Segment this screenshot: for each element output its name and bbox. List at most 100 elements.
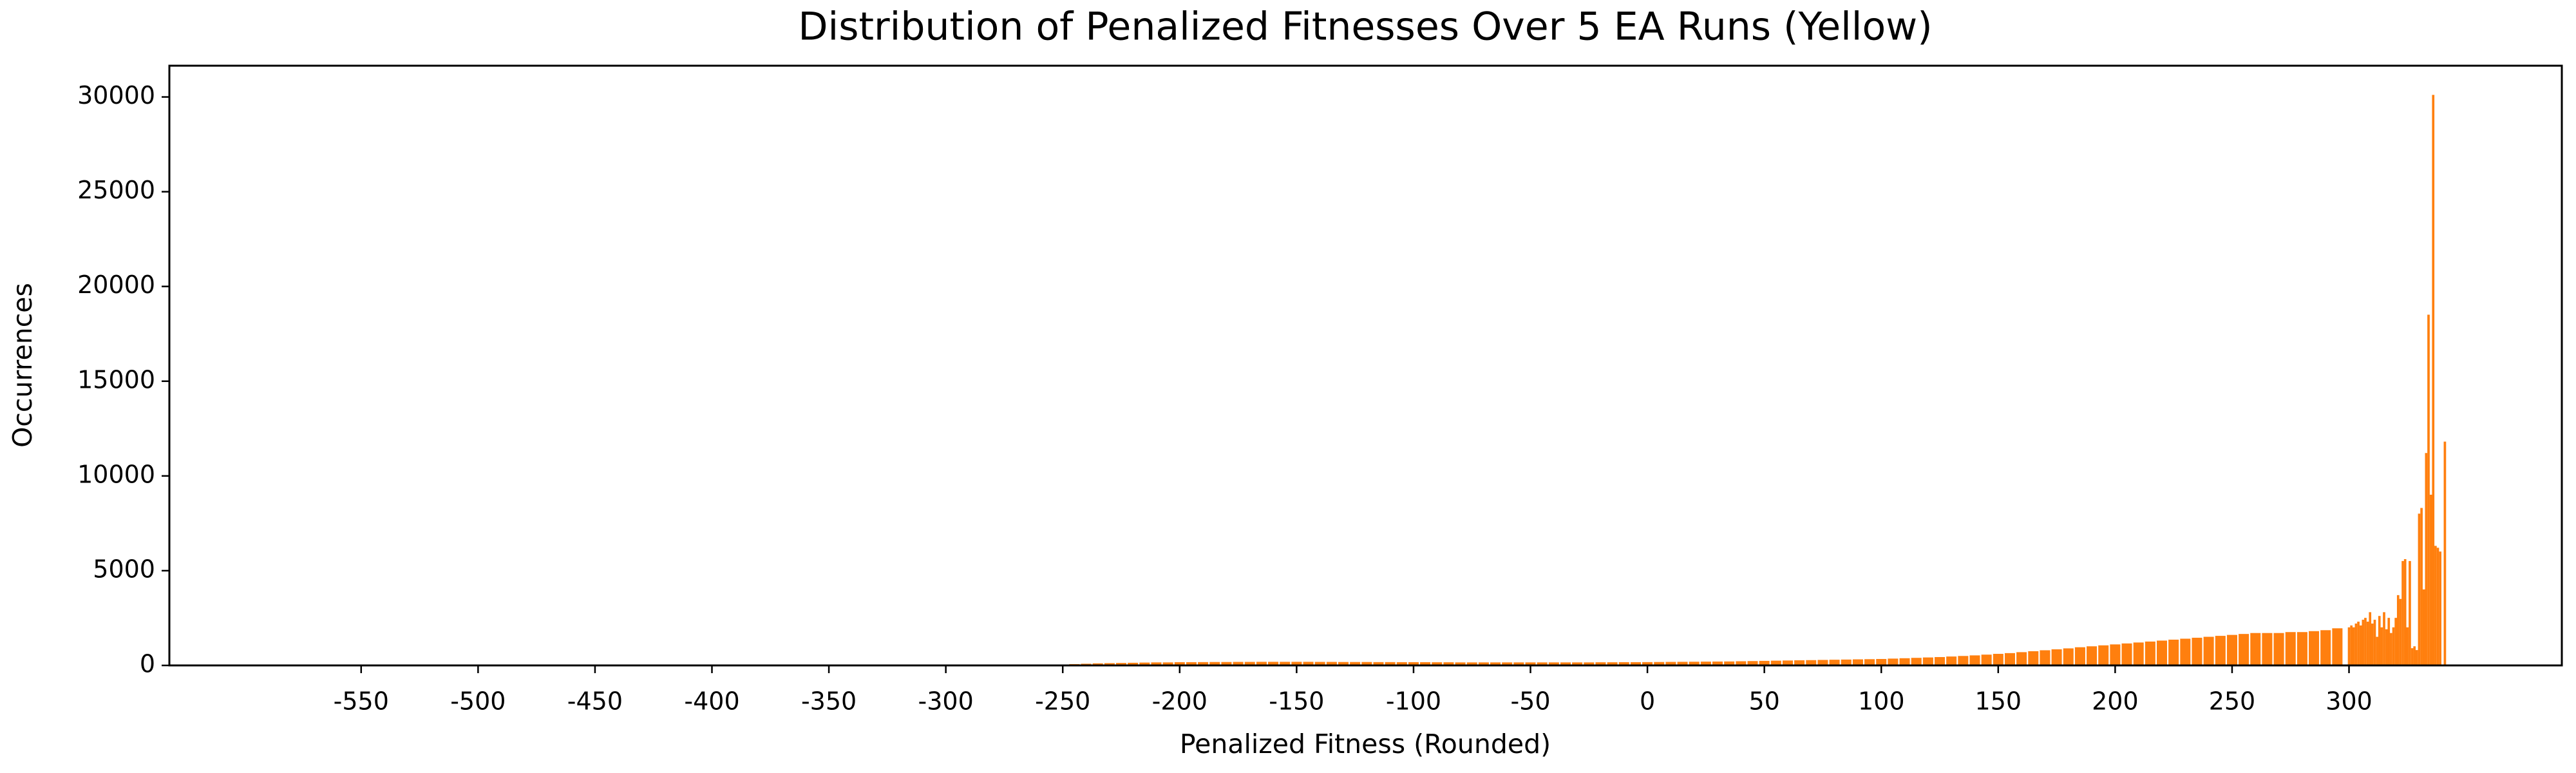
bar xyxy=(2390,633,2392,666)
bar xyxy=(2392,627,2395,666)
x-tick-label: -250 xyxy=(1035,687,1090,716)
bar xyxy=(2285,632,2296,666)
y-tick-label: 10000 xyxy=(77,460,155,488)
bar xyxy=(2396,595,2400,666)
x-tick-label: -450 xyxy=(567,687,623,716)
bar xyxy=(2354,623,2358,666)
bar xyxy=(2403,558,2407,666)
bar xyxy=(2004,653,2015,666)
plot-frame xyxy=(168,64,2563,667)
bar xyxy=(2215,636,2226,666)
bar xyxy=(2416,650,2418,666)
x-axis-label: Penalized Fitness (Rounded) xyxy=(1180,729,1551,759)
bar xyxy=(2409,560,2411,666)
bar xyxy=(2051,649,2062,666)
bars xyxy=(1057,95,2447,666)
y-tick-label: 30000 xyxy=(77,81,155,110)
chart-title: Distribution of Penalized Fitnesses Over… xyxy=(798,5,1932,50)
bar xyxy=(2432,95,2435,666)
bar xyxy=(2401,560,2404,666)
bar xyxy=(2028,651,2039,666)
x-tick-label: -100 xyxy=(1386,687,1441,716)
x-tick-label: -400 xyxy=(684,687,739,716)
bar xyxy=(2180,638,2191,666)
bar xyxy=(2443,441,2447,666)
bar xyxy=(2418,513,2421,666)
bar xyxy=(2385,629,2388,666)
bar xyxy=(2347,627,2351,666)
bar xyxy=(2074,647,2085,666)
bar xyxy=(2362,620,2365,666)
x-tick-label: -500 xyxy=(450,687,506,716)
x-tick-label: -550 xyxy=(334,687,389,716)
bar xyxy=(2422,589,2425,666)
bar xyxy=(2378,616,2381,666)
bar xyxy=(2373,620,2376,666)
x-tick-label: -300 xyxy=(918,687,974,716)
bar xyxy=(2297,632,2307,666)
bar xyxy=(1899,658,1910,666)
bar xyxy=(2364,618,2367,666)
bar xyxy=(2406,627,2409,666)
bar xyxy=(1935,657,1946,666)
x-tick-label: 100 xyxy=(1858,687,1905,716)
bar xyxy=(1958,656,1969,666)
y-tick-label: 5000 xyxy=(93,555,155,583)
x-tick-label: 200 xyxy=(2092,687,2139,716)
bar xyxy=(2387,618,2391,666)
y-axis-label: Occurrences xyxy=(7,283,38,448)
bar xyxy=(1969,655,1980,666)
bar xyxy=(2429,494,2432,666)
x-tick-label: 250 xyxy=(2209,687,2256,716)
x-tick-label: 150 xyxy=(1975,687,2022,716)
axes: -550 -500 -450 -400 -350 -300 -250 -200 -150 -100… xyxy=(77,64,2563,716)
bar xyxy=(2371,623,2374,666)
bar xyxy=(2110,644,2121,666)
y-tick-label: 15000 xyxy=(77,365,155,394)
bar xyxy=(2250,633,2261,666)
bar xyxy=(1888,658,1899,666)
bar xyxy=(2376,636,2378,666)
bar xyxy=(2380,627,2383,666)
bar xyxy=(2427,314,2430,666)
bar xyxy=(2016,652,2027,666)
y-tick-label: 25000 xyxy=(77,176,155,204)
bar xyxy=(2332,628,2343,666)
bar xyxy=(2436,548,2439,666)
bar xyxy=(2359,625,2362,666)
x-tick-label: -50 xyxy=(1510,687,1550,716)
y-tick-label: 0 xyxy=(140,650,155,678)
x-tick-label: -350 xyxy=(801,687,857,716)
bar xyxy=(2273,633,2284,666)
bar xyxy=(2192,638,2202,666)
bar xyxy=(2434,546,2437,666)
bar xyxy=(2420,508,2423,666)
bar xyxy=(1946,656,1957,666)
bar xyxy=(1993,654,2003,666)
bar xyxy=(2262,633,2273,666)
bar xyxy=(2357,622,2360,666)
bar xyxy=(2439,551,2442,666)
bar xyxy=(2063,648,2074,666)
x-tick-label: -200 xyxy=(1152,687,1208,716)
x-tick-label: 0 xyxy=(1640,687,1655,716)
bar xyxy=(1922,657,1933,666)
bar xyxy=(2425,453,2428,666)
y-tick-label: 20000 xyxy=(77,271,155,299)
bar xyxy=(2320,630,2331,666)
bar xyxy=(2145,641,2155,666)
bar xyxy=(2239,634,2249,666)
bar xyxy=(2394,618,2398,666)
x-tick-label: 300 xyxy=(2325,687,2372,716)
bar xyxy=(2098,645,2109,666)
bar xyxy=(2309,631,2320,666)
bar xyxy=(2203,636,2214,666)
bar xyxy=(2226,635,2237,666)
x-tick-label: 50 xyxy=(1748,687,1779,716)
bar xyxy=(2352,627,2355,666)
bar xyxy=(2413,646,2416,666)
bar xyxy=(2350,625,2353,666)
bar xyxy=(2383,612,2385,666)
